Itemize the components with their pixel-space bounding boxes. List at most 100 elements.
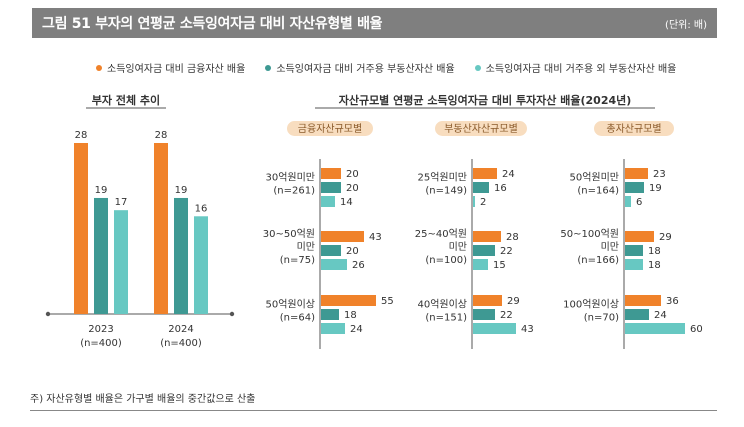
category-sub-label: (n=400) [80,338,122,349]
hbar-value-label: 60 [690,324,703,335]
hbar-value-label: 24 [350,324,363,335]
group-label: 30~50억원 [263,228,315,240]
hbar-2-2-1 [625,309,649,320]
hbar-2-2-2 [625,323,685,334]
hbar-1-1-2 [473,259,488,270]
hbar-0-1-0 [321,231,364,242]
legend: 소득잉여자금 대비 금융자산 배율 소득잉여자금 대비 거주용 부동산자산 배율… [96,60,676,75]
group-label: 30억원미만 [265,172,315,184]
bar-2023-s2 [114,210,128,314]
legend-dot-icon [265,64,272,71]
bar-value-label: 19 [175,185,188,196]
hbar-2-1-0 [625,231,654,242]
group-label: (n=149) [425,186,467,197]
hbar-value-label: 20 [346,246,359,257]
hbar-0-0-1 [321,182,341,193]
bar-value-label: 16 [195,203,208,214]
category-sub-label: (n=400) [160,338,202,349]
hbar-2-0-2 [625,196,631,207]
hbar-value-label: 24 [654,310,667,321]
hbar-0-1-2 [321,259,347,270]
hbar-0-0-2 [321,196,335,207]
legend-item-residential: 소득잉여자금 대비 거주용 부동산자산 배율 [265,60,455,75]
category-label: 2023 [88,324,113,335]
hbar-value-label: 15 [493,260,506,271]
hbar-value-label: 43 [369,232,382,243]
group-label: 미만 [449,241,467,253]
group-label: 50억원미만 [569,172,619,184]
hbar-2-0-0 [625,168,648,179]
legend-label: 소득잉여자금 대비 거주용 부동산자산 배율 [276,64,455,75]
group-label: (n=164) [577,186,619,197]
hbar-0-0-0 [321,168,341,179]
hbar-value-label: 14 [340,197,353,208]
hbar-1-1-0 [473,231,501,242]
hbar-value-label: 16 [494,183,507,194]
hbar-value-label: 55 [381,296,394,307]
hbar-0-2-1 [321,309,339,320]
panel-pill [594,121,674,136]
hbar-1-2-1 [473,309,495,320]
bar-2023-s0 [74,143,88,314]
group-label: (n=75) [280,255,315,266]
hbar-value-label: 18 [648,260,661,271]
hbar-value-label: 20 [346,169,359,180]
hbar-1-2-0 [473,295,502,306]
hbar-value-label: 18 [344,310,357,321]
group-label: (n=64) [280,313,315,324]
bottom-divider [30,410,717,411]
legend-dot-icon [474,64,481,71]
hbar-0-2-0 [321,295,376,306]
hbar-1-0-2 [473,196,475,207]
bar-2024-s0 [154,143,168,314]
right-chart-title: 자산규모별 연평균 소득잉여자금 대비 투자자산 배율(2024년) [339,93,632,107]
group-label: 미만 [297,241,315,253]
group-label: 25억원미만 [417,172,467,184]
legend-dot-icon [96,64,102,71]
hbar-value-label: 22 [500,310,513,321]
group-label: (n=261) [273,186,315,197]
hbar-2-1-1 [625,245,643,256]
bar-value-label: 17 [115,197,128,208]
hbar-value-label: 24 [502,169,515,180]
legend-label: 소득잉여자금 대비 금융자산 배율 [107,64,246,75]
hbar-value-label: 36 [666,296,679,307]
footnote: 주) 자산유형별 배율은 가구별 배율의 중간값으로 산출 [30,394,256,405]
legend-item-financial: 소득잉여자금 대비 금융자산 배율 [96,60,245,75]
bar-2024-s1 [174,197,188,314]
hbar-0-1-1 [321,245,341,256]
group-label: 50억원이상 [265,299,315,311]
bar-2024-s2 [194,216,208,314]
panel-label: 금융자산규모별 [298,123,362,135]
left-chart-title: 부자 전체 추이 [92,93,160,107]
hbar-value-label: 29 [507,296,520,307]
group-label: (n=151) [425,313,467,324]
hbar-value-label: 28 [506,232,519,243]
figure-title: 그림 51 부자의 연평균 소득잉여자금 대비 자산유형별 배율 [42,16,383,32]
hbar-value-label: 2 [480,197,486,208]
unit-label: (단위: 배) [665,19,707,31]
hbar-value-label: 18 [648,246,661,257]
hbar-2-0-1 [625,182,644,193]
axis-end-dot-icon [229,311,235,317]
group-label: 미만 [601,241,619,253]
hbar-value-label: 29 [659,232,672,243]
figure-header: 그림 51 부자의 연평균 소득잉여자금 대비 자산유형별 배율 (단위: 배) [32,8,717,38]
hbar-value-label: 19 [649,183,662,194]
bar-value-label: 28 [155,130,168,141]
group-label: (n=166) [577,255,619,266]
bar-value-label: 28 [75,130,88,141]
category-label: 2024 [168,324,193,335]
group-label: (n=70) [584,313,619,324]
hbar-value-label: 23 [653,169,666,180]
panel-label: 총자산규모별 [606,123,661,135]
hbar-value-label: 6 [636,197,642,208]
hbar-value-label: 20 [346,183,359,194]
bar-value-label: 19 [95,185,108,196]
legend-label: 소득잉여자금 대비 거주용 외 부동산자산 배율 [485,64,677,75]
hbar-1-1-1 [473,245,495,256]
axis-end-dot-icon [45,311,51,317]
group-label: 25~40억원 [415,228,467,240]
hbar-value-label: 22 [500,246,513,257]
